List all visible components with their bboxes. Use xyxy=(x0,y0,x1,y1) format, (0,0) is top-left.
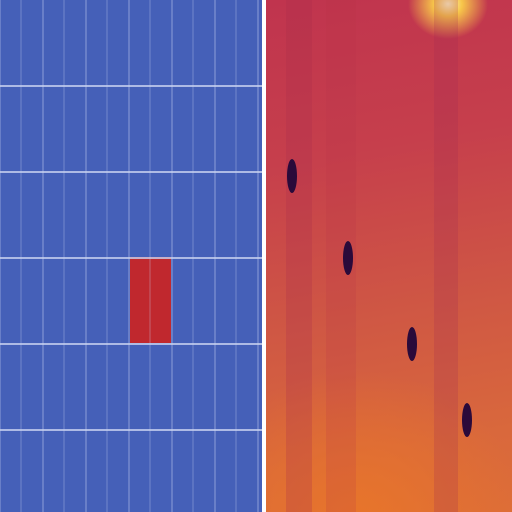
heatmap-panel xyxy=(266,0,512,512)
heatmap-band xyxy=(286,0,312,512)
heatmap-dark-spot xyxy=(287,159,297,193)
panel-divider xyxy=(262,0,266,512)
heatmap-overlay xyxy=(286,0,472,512)
heatmap-dark-spot xyxy=(407,327,417,361)
heatmap-dark-spot xyxy=(343,241,353,275)
heatmap-dark-spot xyxy=(462,403,472,437)
heatmap-band xyxy=(434,0,458,512)
binary-grid xyxy=(0,0,262,512)
grid-highlight-cell xyxy=(130,257,171,343)
binary-grid-panel xyxy=(0,0,262,512)
